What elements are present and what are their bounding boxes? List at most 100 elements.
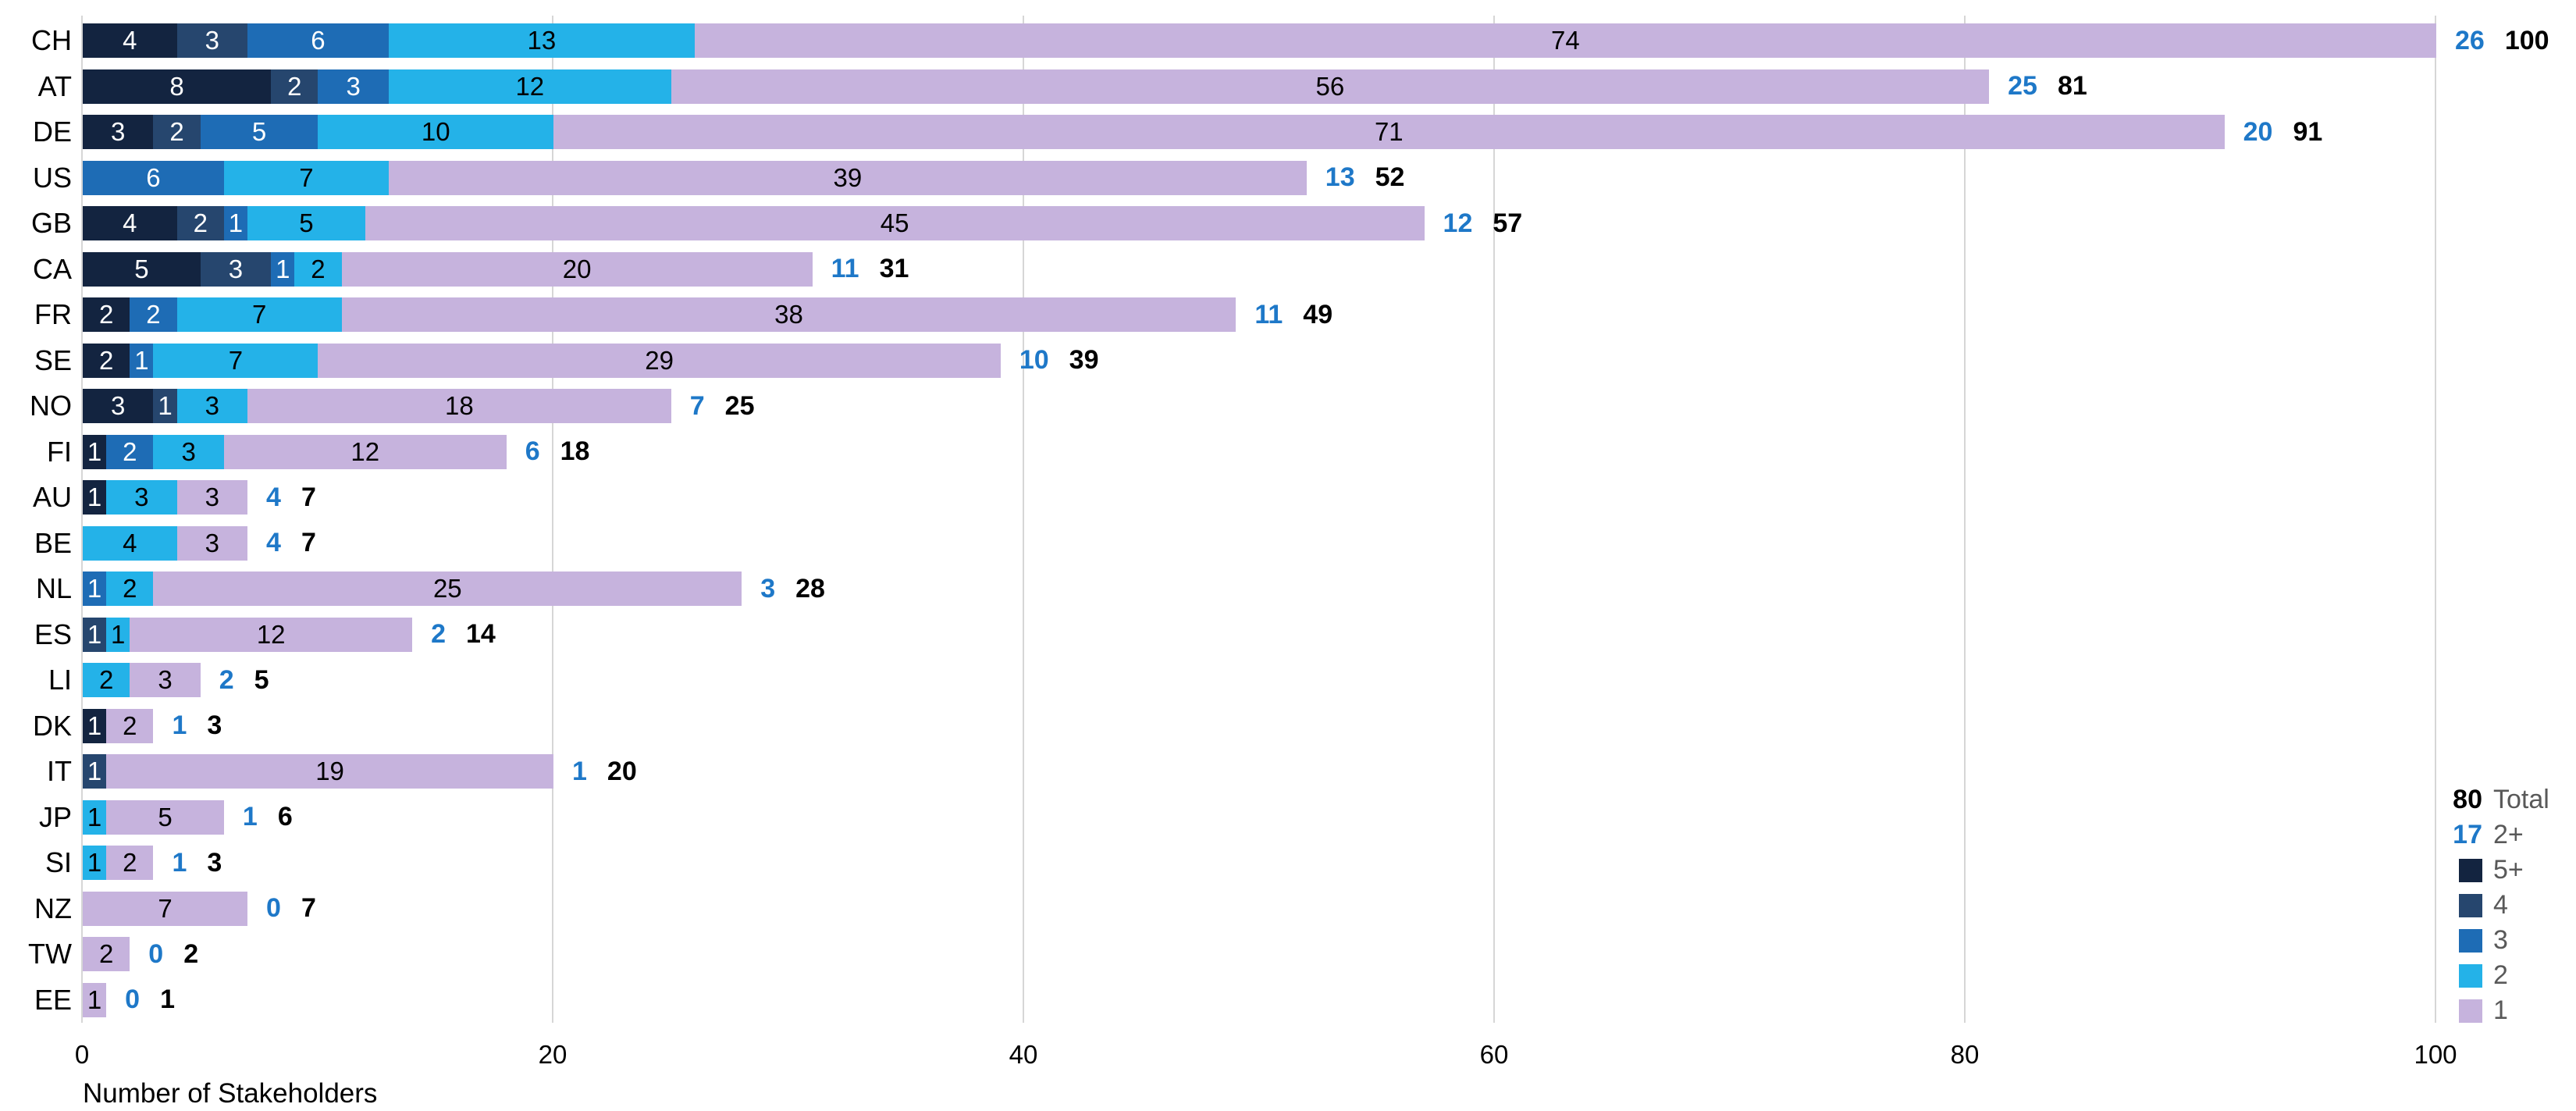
total-value-label: 57 (1493, 208, 1523, 238)
bar: 2 2 7 38 (83, 297, 1236, 332)
x-gridline (2435, 16, 2436, 1023)
bar-row: AT 8 2 3 12 56 25 81 (0, 69, 2576, 104)
total-value-label: 1 (160, 985, 175, 1014)
bar-value-labels: 11 49 (1236, 297, 1332, 332)
bar-value-labels: 11 31 (813, 252, 909, 287)
bar-segment-5+: 8 (83, 69, 272, 104)
bar-value-labels: 6 18 (507, 435, 590, 469)
bar-segment-2: 1 (83, 799, 107, 835)
bar: 2 (83, 937, 130, 971)
bar-row: SE 2 1 7 29 10 39 (0, 343, 2576, 378)
bar-segment-1: 3 (130, 663, 201, 697)
bar-segment-2: 7 (223, 160, 389, 195)
bar-row: NZ 7 0 7 (0, 891, 2576, 926)
two-plus-value-label: 0 (148, 938, 164, 969)
bar-value-labels: 25 81 (1989, 69, 2087, 104)
bar-row: US 6 7 39 13 52 (0, 160, 2576, 195)
legend-value-column (2424, 999, 2482, 1023)
two-plus-value-label: 1 (172, 847, 187, 878)
bar-segment-5+: 2 (83, 297, 130, 332)
legend-swatch-5+ (2459, 858, 2482, 882)
two-plus-value-label: 1 (242, 802, 258, 831)
legend-label: 3 (2493, 925, 2508, 955)
bar-row: FR 2 2 7 38 11 49 (0, 297, 2576, 332)
two-plus-value-label: 7 (689, 390, 705, 421)
bar-row: NL 1 2 25 3 28 (0, 572, 2576, 606)
country-label: GB (30, 207, 72, 239)
total-value-label: 91 (2293, 116, 2323, 147)
bar-value-labels: 1 6 (224, 800, 293, 835)
bar-segment-1: 12 (223, 434, 507, 469)
bar: 3 2 5 10 71 (83, 115, 2225, 149)
bar-value-labels: 13 52 (1307, 161, 1405, 195)
bar-segment-1: 2 (106, 846, 154, 880)
bar-segment-2: 7 (153, 343, 318, 378)
bar: 5 3 1 2 20 (83, 251, 813, 287)
bar-segment-2: 12 (388, 69, 671, 104)
bar-value-labels: 26 100 (2436, 23, 2549, 58)
bar-row: CA 5 3 1 2 20 11 31 (0, 251, 2576, 287)
country-label: AU (32, 481, 72, 513)
legend-label: 2+ (2493, 820, 2524, 849)
bar-value-labels: 2 5 (201, 663, 269, 697)
x-tick-label: 60 (1479, 1040, 1509, 1069)
bar-value-labels: 10 39 (1001, 344, 1099, 378)
legend-value: 17 (2453, 820, 2482, 849)
bar-value-labels: 0 1 (106, 983, 175, 1017)
bar-row: EE 1 0 1 (0, 982, 2576, 1017)
bar: 8 2 3 12 56 (83, 69, 1990, 104)
bar-segment-2: 5 (247, 206, 365, 240)
two-plus-value-label: 25 (2008, 71, 2037, 101)
bar-value-labels: 12 57 (1425, 206, 1523, 240)
bar-segment-1: 7 (83, 891, 248, 926)
bar-segment-2: 13 (388, 23, 695, 58)
bar-segment-5+: 1 (83, 480, 107, 515)
two-plus-value-label: 10 (1019, 345, 1049, 375)
total-value-label: 18 (560, 436, 590, 466)
country-label: EE (34, 983, 72, 1016)
legend-swatch-1 (2459, 999, 2482, 1023)
bar-segment-1: 39 (388, 160, 1307, 195)
bar-segment-1: 19 (106, 754, 553, 789)
x-tick-label: 20 (538, 1040, 568, 1069)
bar-segment-4: 3 (200, 251, 272, 287)
two-plus-value-label: 2 (431, 619, 447, 649)
bar-value-labels: 20 91 (2225, 115, 2323, 149)
country-label: NO (30, 390, 72, 422)
bar-value-labels: 0 2 (130, 937, 198, 971)
bar-segment-2: 3 (106, 480, 177, 515)
bar-value-labels: 0 7 (247, 892, 316, 926)
bar: 1 (83, 982, 107, 1017)
bar-segment-3: 5 (200, 115, 318, 149)
bar-segment-1: 38 (341, 297, 1236, 332)
bar-segment-3: 1 (130, 343, 154, 378)
country-label: JP (38, 800, 72, 833)
x-tick-label: 40 (1009, 1040, 1038, 1069)
legend-row: 80 Total (2424, 782, 2576, 817)
legend-row: 3 (2424, 923, 2576, 958)
x-gridline (81, 16, 83, 1023)
two-plus-value-label: 0 (266, 893, 281, 923)
bar-segment-2: 7 (176, 297, 342, 332)
total-value-label: 6 (277, 802, 293, 831)
total-value-label: 100 (2504, 25, 2549, 55)
total-value-label: 2 (183, 938, 199, 969)
bar-segment-1: 2 (106, 708, 154, 743)
bar-segment-1: 2 (83, 937, 130, 971)
bar-segment-1: 3 (176, 480, 248, 515)
bar-segment-3: 1 (271, 251, 295, 287)
bar: 7 (83, 891, 248, 926)
country-label: DK (32, 709, 72, 742)
bar-segment-2: 4 (83, 525, 177, 561)
country-label: DE (32, 116, 72, 148)
bar: 1 2 25 (83, 572, 742, 606)
bar-segment-5+: 3 (83, 389, 154, 423)
x-gridline (1964, 16, 1966, 1023)
bar-segment-1: 29 (318, 343, 1001, 378)
bar-segment-3: 2 (106, 434, 154, 469)
bar-segment-1: 25 (153, 572, 742, 606)
legend-value-column (2424, 893, 2482, 917)
